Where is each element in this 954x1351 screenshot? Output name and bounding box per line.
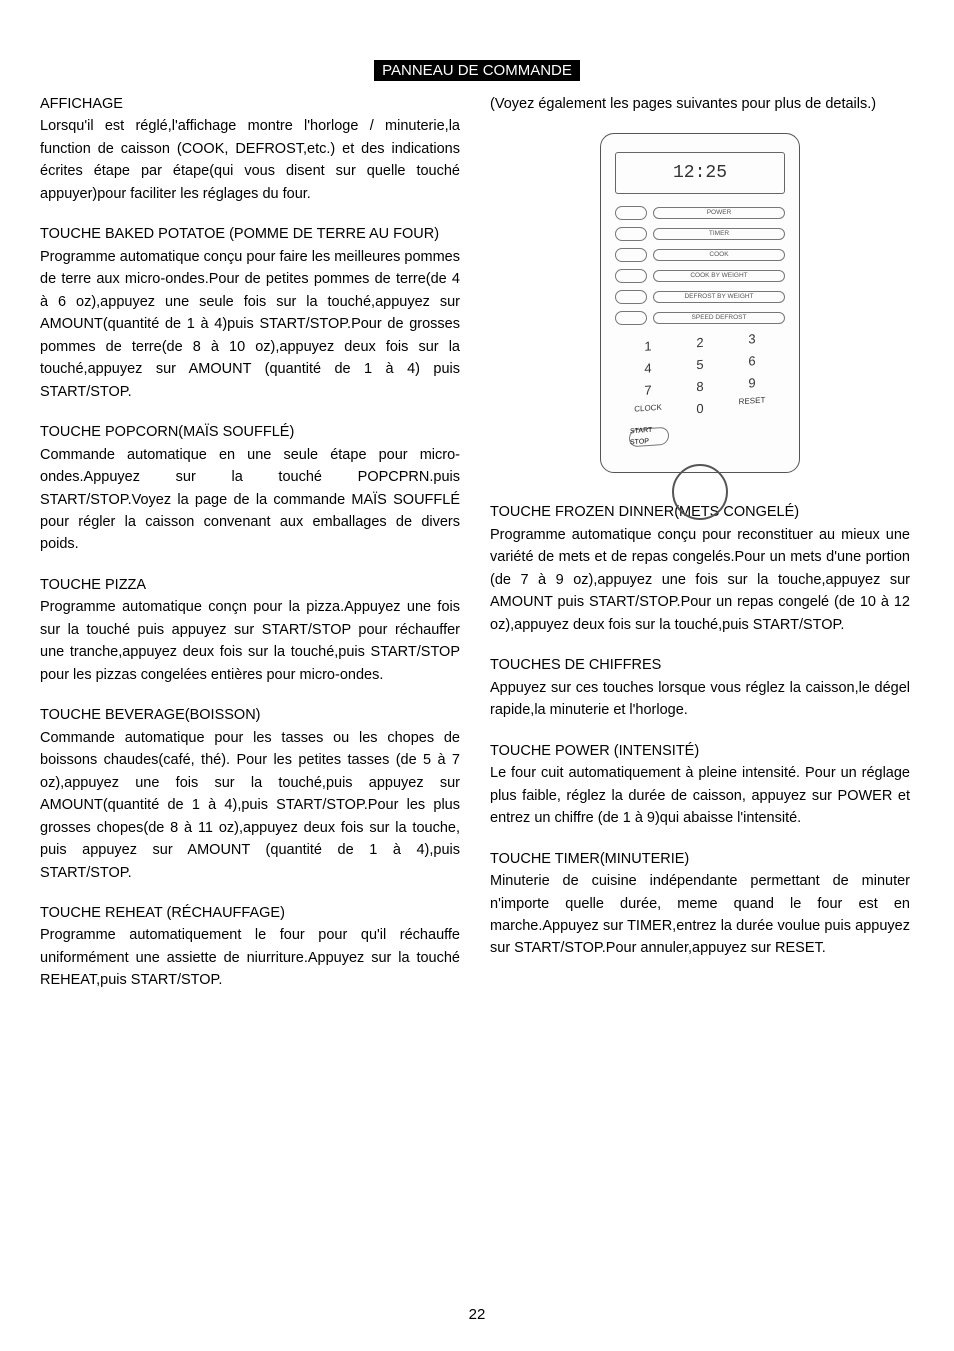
section-power: TOUCHE POWER (INTENSITÉ) Le four cuit au… — [490, 740, 910, 830]
heading-affichage: AFFICHAGE — [40, 93, 460, 115]
key: 2 — [679, 332, 721, 355]
section-frozen-dinner: TOUCHE FROZEN DINNER(METS CONGELÉ) Progr… — [490, 501, 910, 636]
panel-knob — [672, 464, 728, 520]
body-power: Le four cuit automatiquement à pleine in… — [490, 765, 910, 826]
content-columns: AFFICHAGE Lorsqu'il est réglé,l'affichag… — [40, 93, 914, 1010]
right-column: (Voyez également les pages suivantes pou… — [490, 93, 910, 1010]
panel-icon — [615, 290, 647, 304]
section-chiffres: TOUCHES DE CHIFFRES Appuyez sur ces touc… — [490, 654, 910, 721]
panel-label: TIMER — [653, 228, 785, 240]
panel-icon — [615, 227, 647, 241]
key: RESET — [731, 395, 773, 418]
heading-baked-potato: TOUCHE BAKED POTATOE (POMME DE TERRE AU … — [40, 223, 460, 245]
panel-icon — [615, 248, 647, 262]
panel-icon — [615, 311, 647, 325]
panel-lcd: 12:25 — [615, 152, 785, 194]
key: 0 — [679, 398, 721, 421]
panel-button-rows: POWER TIMER COOK COOK BY WEIGHT DEFROST … — [615, 204, 785, 327]
control-panel-figure: 12:25 POWER TIMER COOK COOK BY WEIGHT DE… — [600, 133, 800, 473]
section-affichage: AFFICHAGE Lorsqu'il est réglé,l'affichag… — [40, 93, 460, 205]
heading-chiffres: TOUCHES DE CHIFFRES — [490, 654, 910, 676]
section-pizza: TOUCHE PIZZA Programme automatique conçn… — [40, 574, 460, 686]
heading-beverage: TOUCHE BEVERAGE(BOISSON) — [40, 704, 460, 726]
section-timer: TOUCHE TIMER(MINUTERIE) Minuterie de cui… — [490, 848, 910, 960]
section-baked-potato: TOUCHE BAKED POTATOE (POMME DE TERRE AU … — [40, 223, 460, 403]
heading-timer: TOUCHE TIMER(MINUTERIE) — [490, 848, 910, 870]
body-beverage: Commande automatique pour les tasses ou … — [40, 730, 460, 881]
panel-icon — [615, 269, 647, 283]
key: 4 — [627, 358, 669, 381]
key: CLOCK — [627, 402, 669, 425]
key: 9 — [731, 373, 773, 396]
body-popcorn: Commande automatique en une seule étape … — [40, 447, 460, 553]
panel-label: SPEED DEFROST — [653, 312, 785, 324]
body-chiffres: Appuyez sur ces touches lorsque vous rég… — [490, 680, 910, 718]
panel-label: POWER — [653, 207, 785, 219]
page-number: 22 — [0, 1306, 954, 1323]
body-affichage: Lorsqu'il est réglé,l'affichage montre l… — [40, 118, 460, 201]
key: 5 — [679, 354, 721, 377]
section-popcorn: TOUCHE POPCORN(MAÏS SOUFFLÉ) Commande au… — [40, 421, 460, 556]
heading-popcorn: TOUCHE POPCORN(MAÏS SOUFFLÉ) — [40, 421, 460, 443]
heading-power: TOUCHE POWER (INTENSITÉ) — [490, 740, 910, 762]
page-title: PANNEAU DE COMMANDE — [374, 60, 580, 81]
key: 8 — [679, 376, 721, 399]
key: 6 — [731, 351, 773, 374]
panel-startstop: START STOP — [629, 427, 669, 448]
intro-note: (Voyez également les pages suivantes pou… — [490, 93, 910, 115]
section-beverage: TOUCHE BEVERAGE(BOISSON) Commande automa… — [40, 704, 460, 884]
left-column: AFFICHAGE Lorsqu'il est réglé,l'affichag… — [40, 93, 460, 1010]
body-pizza: Programme automatique conçn pour la pizz… — [40, 599, 460, 682]
panel-label: COOK — [653, 249, 785, 261]
heading-reheat: TOUCHE REHEAT (RÉCHAUFFAGE) — [40, 902, 460, 924]
body-frozen-dinner: Programme automatique conçu pour reconst… — [490, 527, 910, 633]
panel-label: DEFROST BY WEIGHT — [653, 291, 785, 303]
body-reheat: Programme automatiquement le four pour q… — [40, 927, 460, 988]
key: 3 — [731, 328, 773, 351]
heading-pizza: TOUCHE PIZZA — [40, 574, 460, 596]
panel-keypad: 1 2 3 4 5 6 7 8 9 CLOCK 0 RESET — [627, 328, 773, 425]
key: 7 — [627, 380, 669, 403]
body-baked-potato: Programme automatique conçu pour faire l… — [40, 249, 460, 400]
panel-label: COOK BY WEIGHT — [653, 270, 785, 282]
panel-icon — [615, 206, 647, 220]
body-timer: Minuterie de cuisine indépendante permet… — [490, 873, 910, 956]
section-reheat: TOUCHE REHEAT (RÉCHAUFFAGE) Programme au… — [40, 902, 460, 992]
key: 1 — [627, 336, 669, 359]
